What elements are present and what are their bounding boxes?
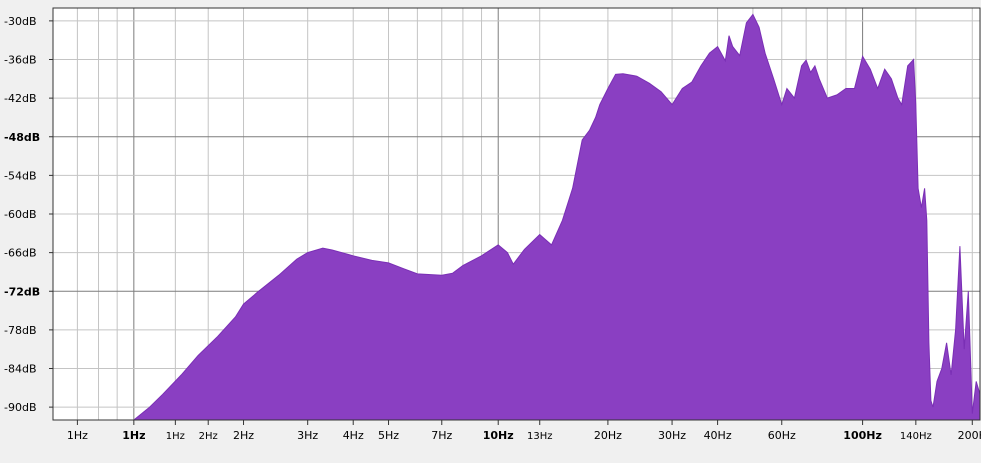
y-tick-label: -42dB <box>4 92 37 105</box>
x-tick-label: 4Hz <box>343 429 364 442</box>
x-tick-label: 3Hz <box>297 429 318 442</box>
y-tick-label: -48dB <box>4 131 40 144</box>
x-tick-label: 100Hz <box>843 429 882 442</box>
y-axis: -30dB -36dB -42dB -48dB -54dB -60dB -66dB -72dB… <box>4 15 53 414</box>
y-tick-label: -54dB <box>4 169 37 182</box>
y-tick-label: -78dB <box>4 324 37 337</box>
x-tick-label: 140Hz <box>900 431 932 442</box>
x-tick-label: 10Hz <box>483 429 514 442</box>
y-tick-label: -30dB <box>4 15 37 28</box>
x-tick-label: 60Hz <box>768 429 796 442</box>
x-axis: 1Hz 1Hz 1Hz 2Hz 2Hz 3Hz 4Hz 5Hz 7Hz 10Hz 13Hz 20Hz 3… <box>67 420 981 442</box>
x-tick-label: 20Hz <box>594 429 622 442</box>
spectrum-line <box>130 13 981 421</box>
spectrum-area <box>130 14 981 421</box>
x-tick-label: 2Hz <box>233 429 254 442</box>
y-tick-label: -36dB <box>4 54 37 67</box>
x-tick-label: 1Hz <box>122 429 145 442</box>
x-tick-label: 1Hz <box>166 431 185 442</box>
x-tick-label: 200H <box>958 429 981 442</box>
y-tick-label: -72dB <box>4 285 40 298</box>
y-tick-label: -84dB <box>4 363 37 376</box>
y-tick-label: -66dB <box>4 247 37 260</box>
x-tick-label: 40Hz <box>704 429 732 442</box>
y-tick-label: -60dB <box>4 208 37 221</box>
y-tick-label: -90dB <box>4 401 37 414</box>
x-tick-label: 13Hz <box>527 431 553 442</box>
x-tick-label: 5Hz <box>378 429 399 442</box>
x-tick-label: 1Hz <box>67 429 88 442</box>
x-tick-label: 2Hz <box>199 431 218 442</box>
x-tick-label: 30Hz <box>658 429 686 442</box>
x-tick-label: 7Hz <box>431 429 452 442</box>
